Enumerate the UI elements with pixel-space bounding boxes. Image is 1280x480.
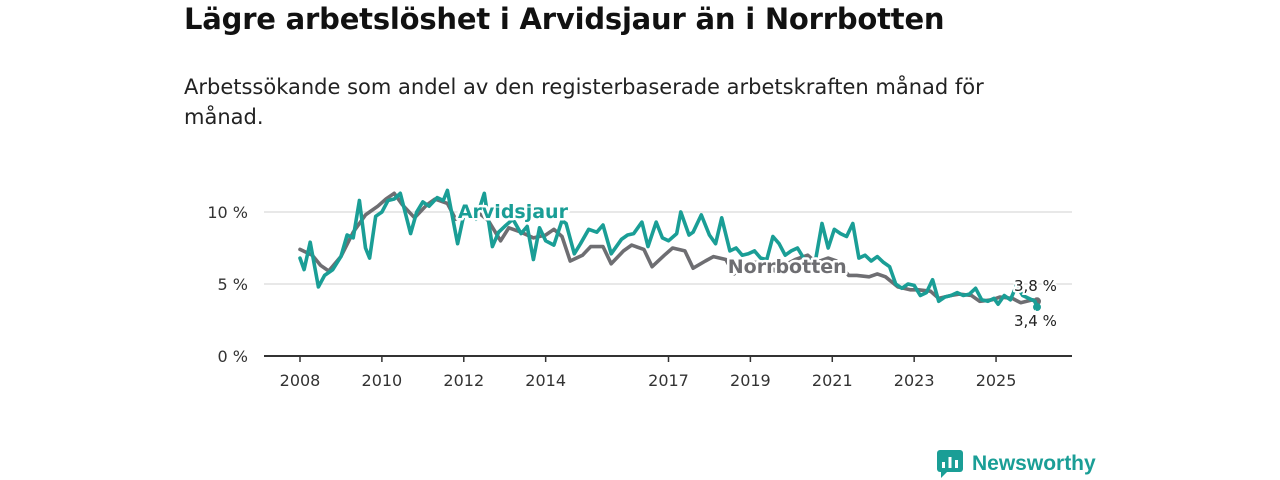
x-tick-label: 2019 xyxy=(730,371,771,390)
brand-name: Newsworthy xyxy=(972,452,1096,475)
chart-title: Lägre arbetslöshet i Arvidsjaur än i Nor… xyxy=(184,2,945,36)
x-tick-label: 2008 xyxy=(280,371,321,390)
chart-subtitle: Arbetssökande som andel av den registerb… xyxy=(184,75,984,129)
series-label-norrbotten: Norrbotten xyxy=(728,256,847,278)
x-tick-label: 2010 xyxy=(362,371,403,390)
end-value-label-norrbotten: 3,8 % xyxy=(1014,277,1057,295)
x-tick-label: 2014 xyxy=(525,371,566,390)
x-tick-label: 2012 xyxy=(443,371,484,390)
series-line-norrbotten xyxy=(298,191,1039,305)
series-end-point-arvidsjaur xyxy=(1033,303,1041,312)
series-label-arvidsjaur: Arvidsjaur xyxy=(458,201,569,223)
y-tick-label: 5 % xyxy=(218,275,248,294)
axes: 0 % 5 % 10 % 2008 2010 2012 2014 2017 2019 2021 20… xyxy=(207,203,1072,390)
x-tick-label: 2017 xyxy=(648,371,689,390)
newsworthy-brand[interactable]: Newsworthy xyxy=(936,448,1096,480)
series-line-arvidsjaur xyxy=(298,188,1039,309)
end-value-label-arvidsjaur: 3,4 % xyxy=(1014,312,1057,330)
y-tick-label: 10 % xyxy=(207,203,248,222)
series-lines xyxy=(298,188,1041,312)
x-tick-label: 2023 xyxy=(894,371,935,390)
newsworthy-logo-icon xyxy=(937,450,963,478)
x-tick-label: 2025 xyxy=(976,371,1017,390)
gridlines xyxy=(264,211,1072,285)
line-chart: 0 % 5 % 10 % 2008 2010 2012 2014 2017 2019 2021 20… xyxy=(207,188,1072,390)
y-tick-label: 0 % xyxy=(218,347,248,366)
x-tick-label: 2021 xyxy=(812,371,853,390)
series-labels: Norrbotten Arvidsjaur 3,8 % 3,4 % xyxy=(455,199,1059,333)
